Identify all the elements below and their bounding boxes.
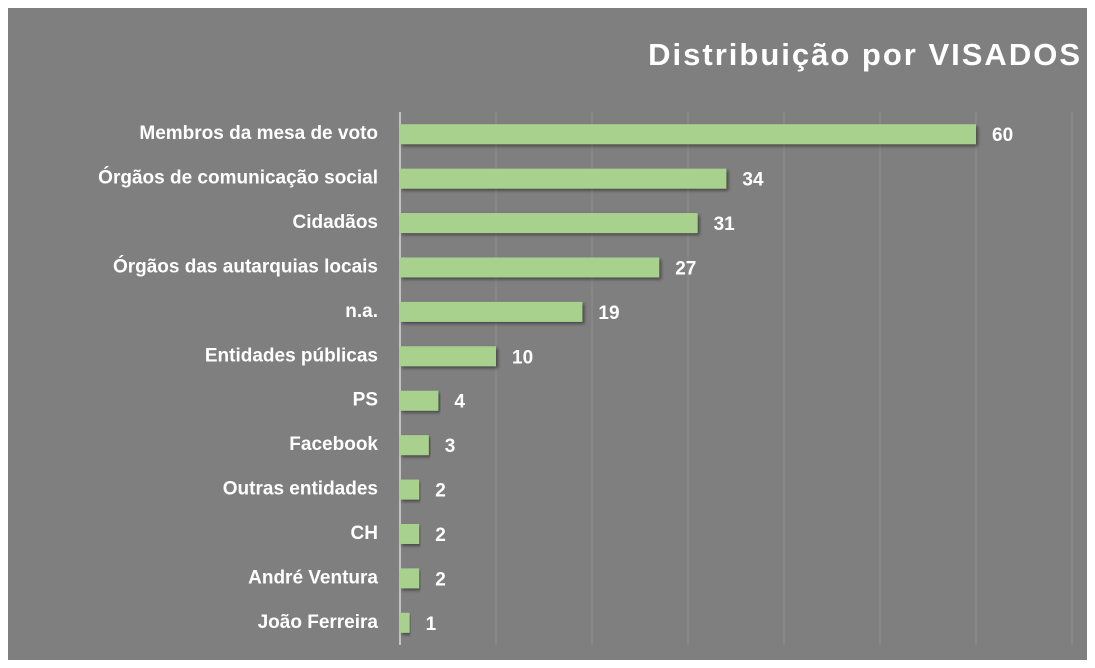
chart-title: Distribuição por VISADOS [648, 37, 1082, 72]
data-label: 19 [598, 303, 619, 324]
bar [400, 568, 420, 589]
data-label: 2 [435, 525, 446, 546]
chart-background [8, 8, 1087, 660]
y-tick-label: PS [353, 390, 378, 411]
y-tick-label: Outras entidades [223, 479, 378, 500]
bar [400, 213, 698, 234]
y-tick-label: Membros da mesa de voto [139, 123, 378, 144]
data-label: 60 [992, 125, 1013, 146]
bar [400, 435, 429, 456]
y-tick-label: Órgãos de comunicação social [98, 167, 378, 189]
data-label: 27 [675, 258, 696, 279]
bar [400, 168, 727, 189]
data-label: 31 [714, 214, 736, 235]
y-tick-label: CH [351, 523, 378, 544]
bar [400, 346, 496, 367]
bar [400, 257, 660, 278]
bar [400, 523, 420, 544]
data-label: 1 [426, 614, 437, 635]
bar [400, 301, 583, 322]
data-label: 2 [435, 481, 446, 502]
y-tick-label: n.a. [345, 301, 378, 322]
y-tick-label: André Ventura [248, 567, 378, 588]
bar [400, 124, 976, 145]
data-label: 4 [454, 392, 465, 413]
data-label: 10 [512, 347, 533, 368]
y-tick-label: Cidadãos [292, 212, 378, 233]
y-tick-label: Facebook [289, 434, 378, 455]
y-tick-label: João Ferreira [258, 612, 379, 633]
bar [400, 390, 439, 411]
y-tick-label: Entidades públicas [205, 345, 378, 366]
data-label: 3 [445, 436, 456, 457]
bar [400, 479, 420, 500]
data-label: 2 [435, 569, 446, 590]
bar [400, 612, 410, 633]
y-tick-label: Órgãos das autarquias locais [113, 255, 378, 277]
data-label: 34 [742, 170, 764, 191]
